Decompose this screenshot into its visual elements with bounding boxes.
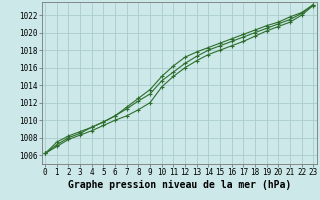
X-axis label: Graphe pression niveau de la mer (hPa): Graphe pression niveau de la mer (hPa): [68, 180, 291, 190]
